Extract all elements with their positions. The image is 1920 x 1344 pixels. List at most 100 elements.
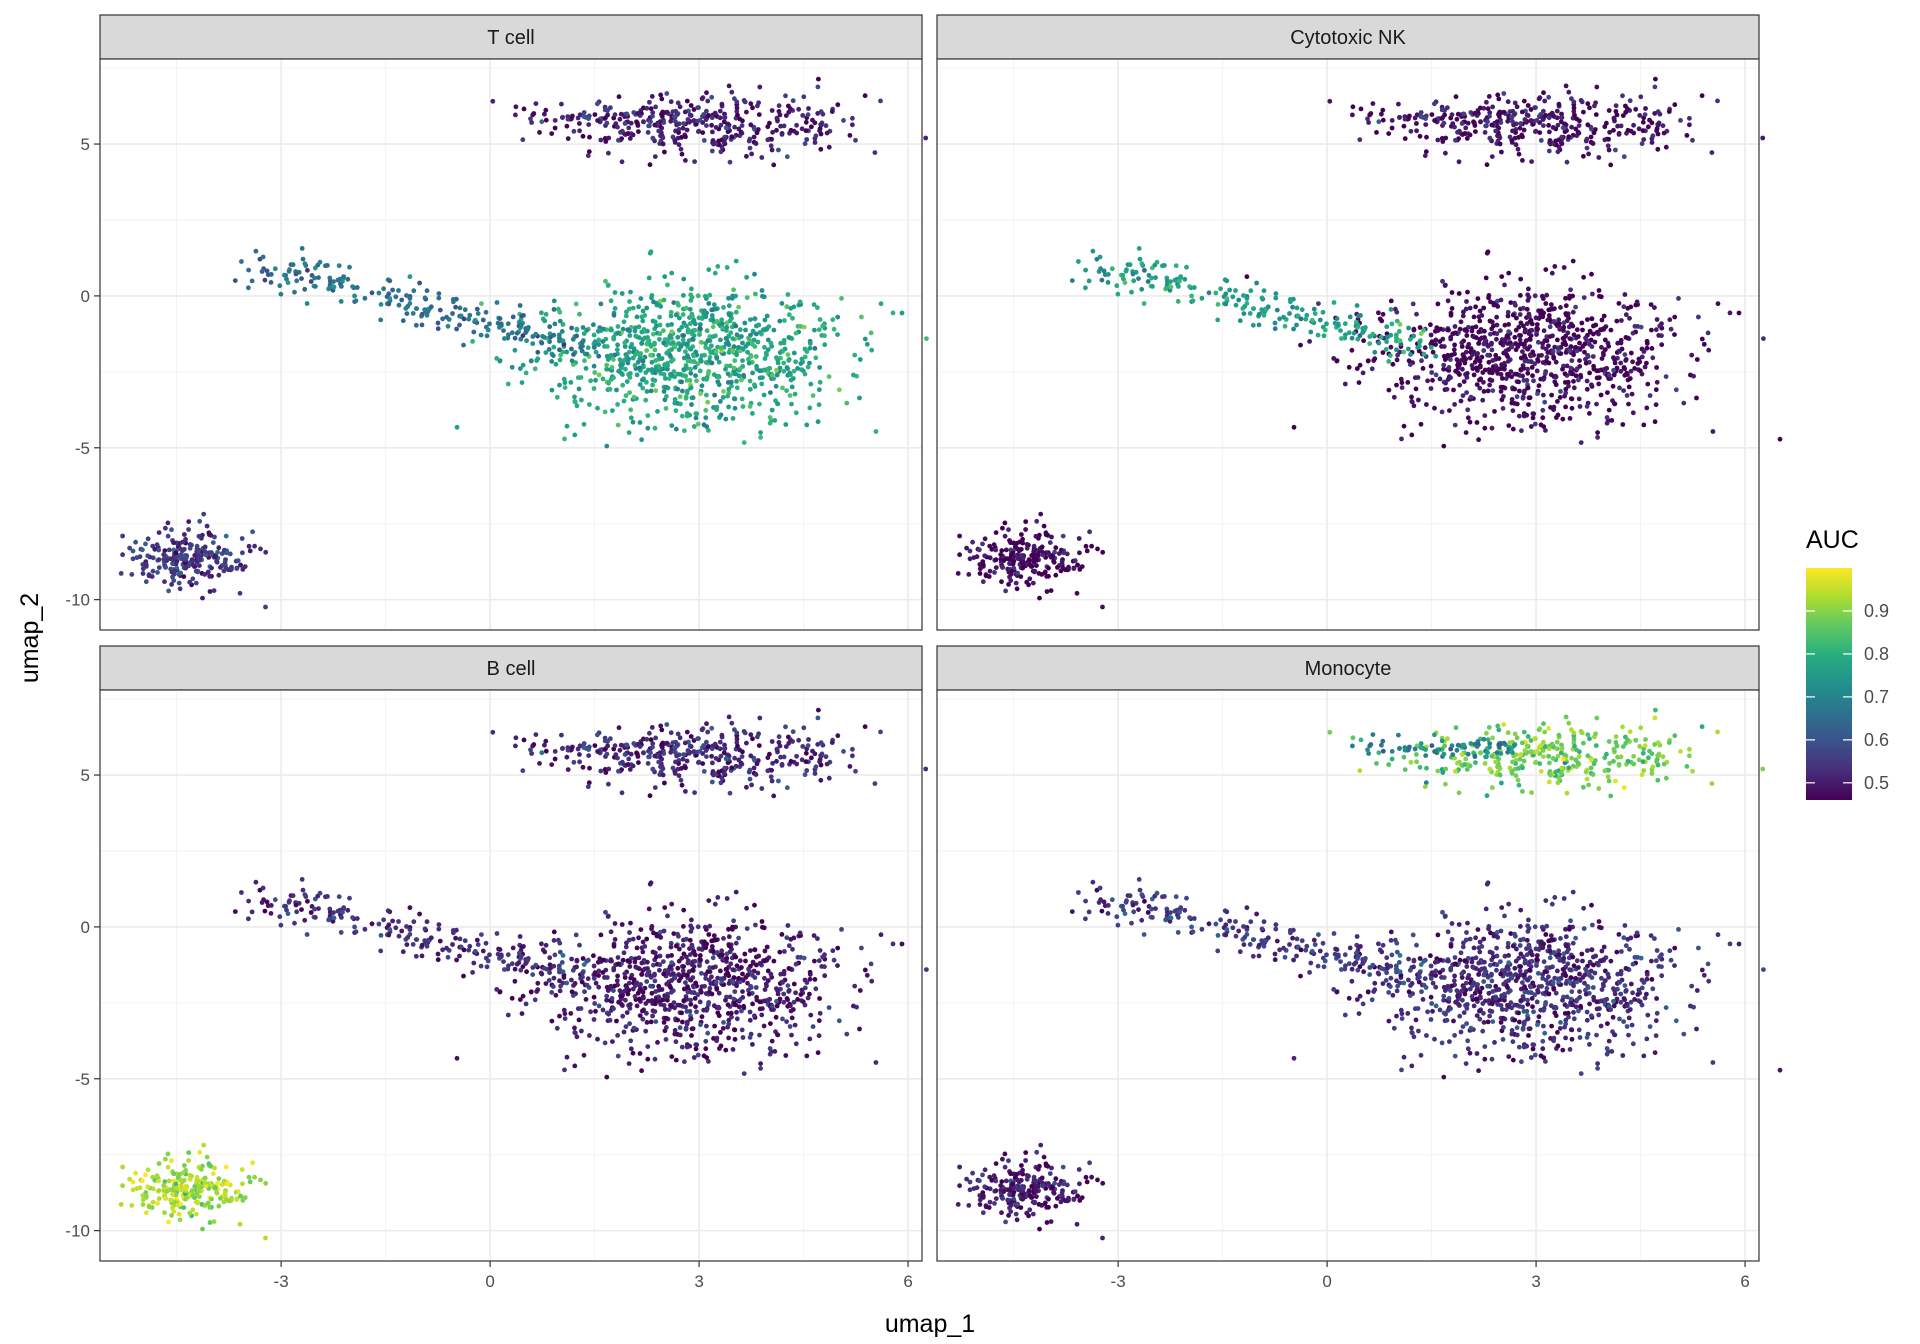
cell-point — [780, 349, 785, 354]
cell-point — [661, 971, 667, 977]
cell-point — [1645, 381, 1651, 387]
cell-point — [652, 785, 658, 790]
cell-point — [428, 304, 434, 310]
cell-point — [1481, 389, 1487, 394]
cell-point — [1652, 305, 1657, 310]
cell-point — [376, 290, 382, 296]
cell-point — [770, 129, 775, 135]
cell-point — [1042, 569, 1048, 575]
cell-point — [1667, 317, 1673, 323]
cell-point — [809, 755, 814, 761]
cell-point — [331, 284, 337, 290]
cell-point — [1630, 410, 1636, 416]
cell-point — [437, 307, 443, 313]
cell-point — [656, 352, 662, 358]
cell-point — [1172, 277, 1178, 283]
cell-point — [1515, 344, 1521, 349]
cell-point — [604, 362, 610, 368]
cell-point — [1307, 339, 1312, 344]
cell-point — [1621, 365, 1627, 370]
cell-point — [580, 133, 586, 139]
cell-point — [709, 148, 715, 154]
cell-point — [1402, 116, 1408, 122]
cell-point — [1699, 93, 1705, 99]
cell-point — [1611, 355, 1616, 360]
cell-point — [639, 960, 645, 966]
cell-point — [542, 949, 548, 955]
cell-point — [287, 267, 292, 273]
cell-point — [1027, 562, 1033, 568]
cell-point — [736, 976, 742, 981]
cell-point — [628, 751, 634, 757]
cell-point — [171, 578, 177, 583]
cell-point — [742, 730, 748, 736]
cell-point — [753, 141, 759, 147]
cell-point — [528, 989, 534, 995]
cell-point — [487, 321, 492, 327]
cell-point — [720, 395, 726, 400]
cell-point — [645, 1056, 651, 1062]
cell-point — [645, 959, 650, 965]
cell-point — [775, 991, 781, 997]
cell-point — [757, 329, 763, 335]
cell-point — [703, 314, 709, 320]
cell-point — [583, 997, 589, 1002]
cell-point — [776, 103, 782, 109]
cell-point — [1563, 404, 1568, 410]
cell-point — [691, 118, 697, 124]
cell-point — [1656, 333, 1662, 338]
cell-point — [665, 322, 671, 328]
cell-point — [1565, 330, 1571, 336]
cell-point — [697, 368, 703, 374]
cell-point — [385, 277, 391, 283]
cell-point — [1015, 556, 1021, 562]
cell-point — [1168, 279, 1173, 284]
cell-point — [424, 312, 430, 318]
cell-point — [647, 793, 653, 799]
cell-point — [1584, 404, 1590, 409]
cell-point — [786, 966, 792, 971]
cell-point — [812, 977, 818, 982]
cell-point — [1495, 92, 1501, 98]
cell-point — [1087, 529, 1092, 535]
cell-point — [784, 785, 790, 791]
cell-point — [1399, 385, 1405, 390]
cell-point — [177, 586, 183, 592]
cell-point — [714, 950, 720, 955]
cell-point — [705, 98, 711, 104]
cell-point — [820, 954, 826, 960]
cell-point — [697, 326, 703, 331]
cell-point — [690, 336, 695, 342]
cell-point — [1573, 126, 1579, 132]
cell-point — [672, 400, 678, 406]
cell-point — [757, 375, 763, 381]
cell-point — [826, 775, 832, 781]
cell-point — [193, 580, 199, 586]
cell-point — [644, 105, 650, 111]
cell-point — [534, 989, 540, 994]
cell-point — [630, 1050, 636, 1056]
cell-point — [1690, 137, 1695, 143]
cell-point — [461, 342, 466, 348]
cell-point — [532, 366, 538, 372]
cell-point — [878, 729, 883, 735]
cell-point — [639, 437, 644, 443]
cell-point — [1553, 359, 1559, 365]
cell-point — [850, 115, 855, 121]
cell-point — [422, 295, 428, 301]
cell-point — [1611, 115, 1617, 121]
cell-point — [1475, 351, 1480, 356]
cell-point — [268, 911, 274, 916]
cell-point — [673, 750, 678, 755]
cell-point — [595, 732, 600, 738]
cell-point — [156, 547, 162, 553]
cell-point — [1568, 365, 1574, 371]
cell-point — [424, 288, 430, 294]
cell-point — [1440, 139, 1446, 144]
cell-point — [626, 349, 632, 355]
cell-point — [771, 958, 777, 964]
cell-point — [755, 339, 761, 345]
cell-point — [698, 988, 703, 993]
cell-point — [622, 971, 628, 977]
cell-point — [165, 520, 171, 526]
